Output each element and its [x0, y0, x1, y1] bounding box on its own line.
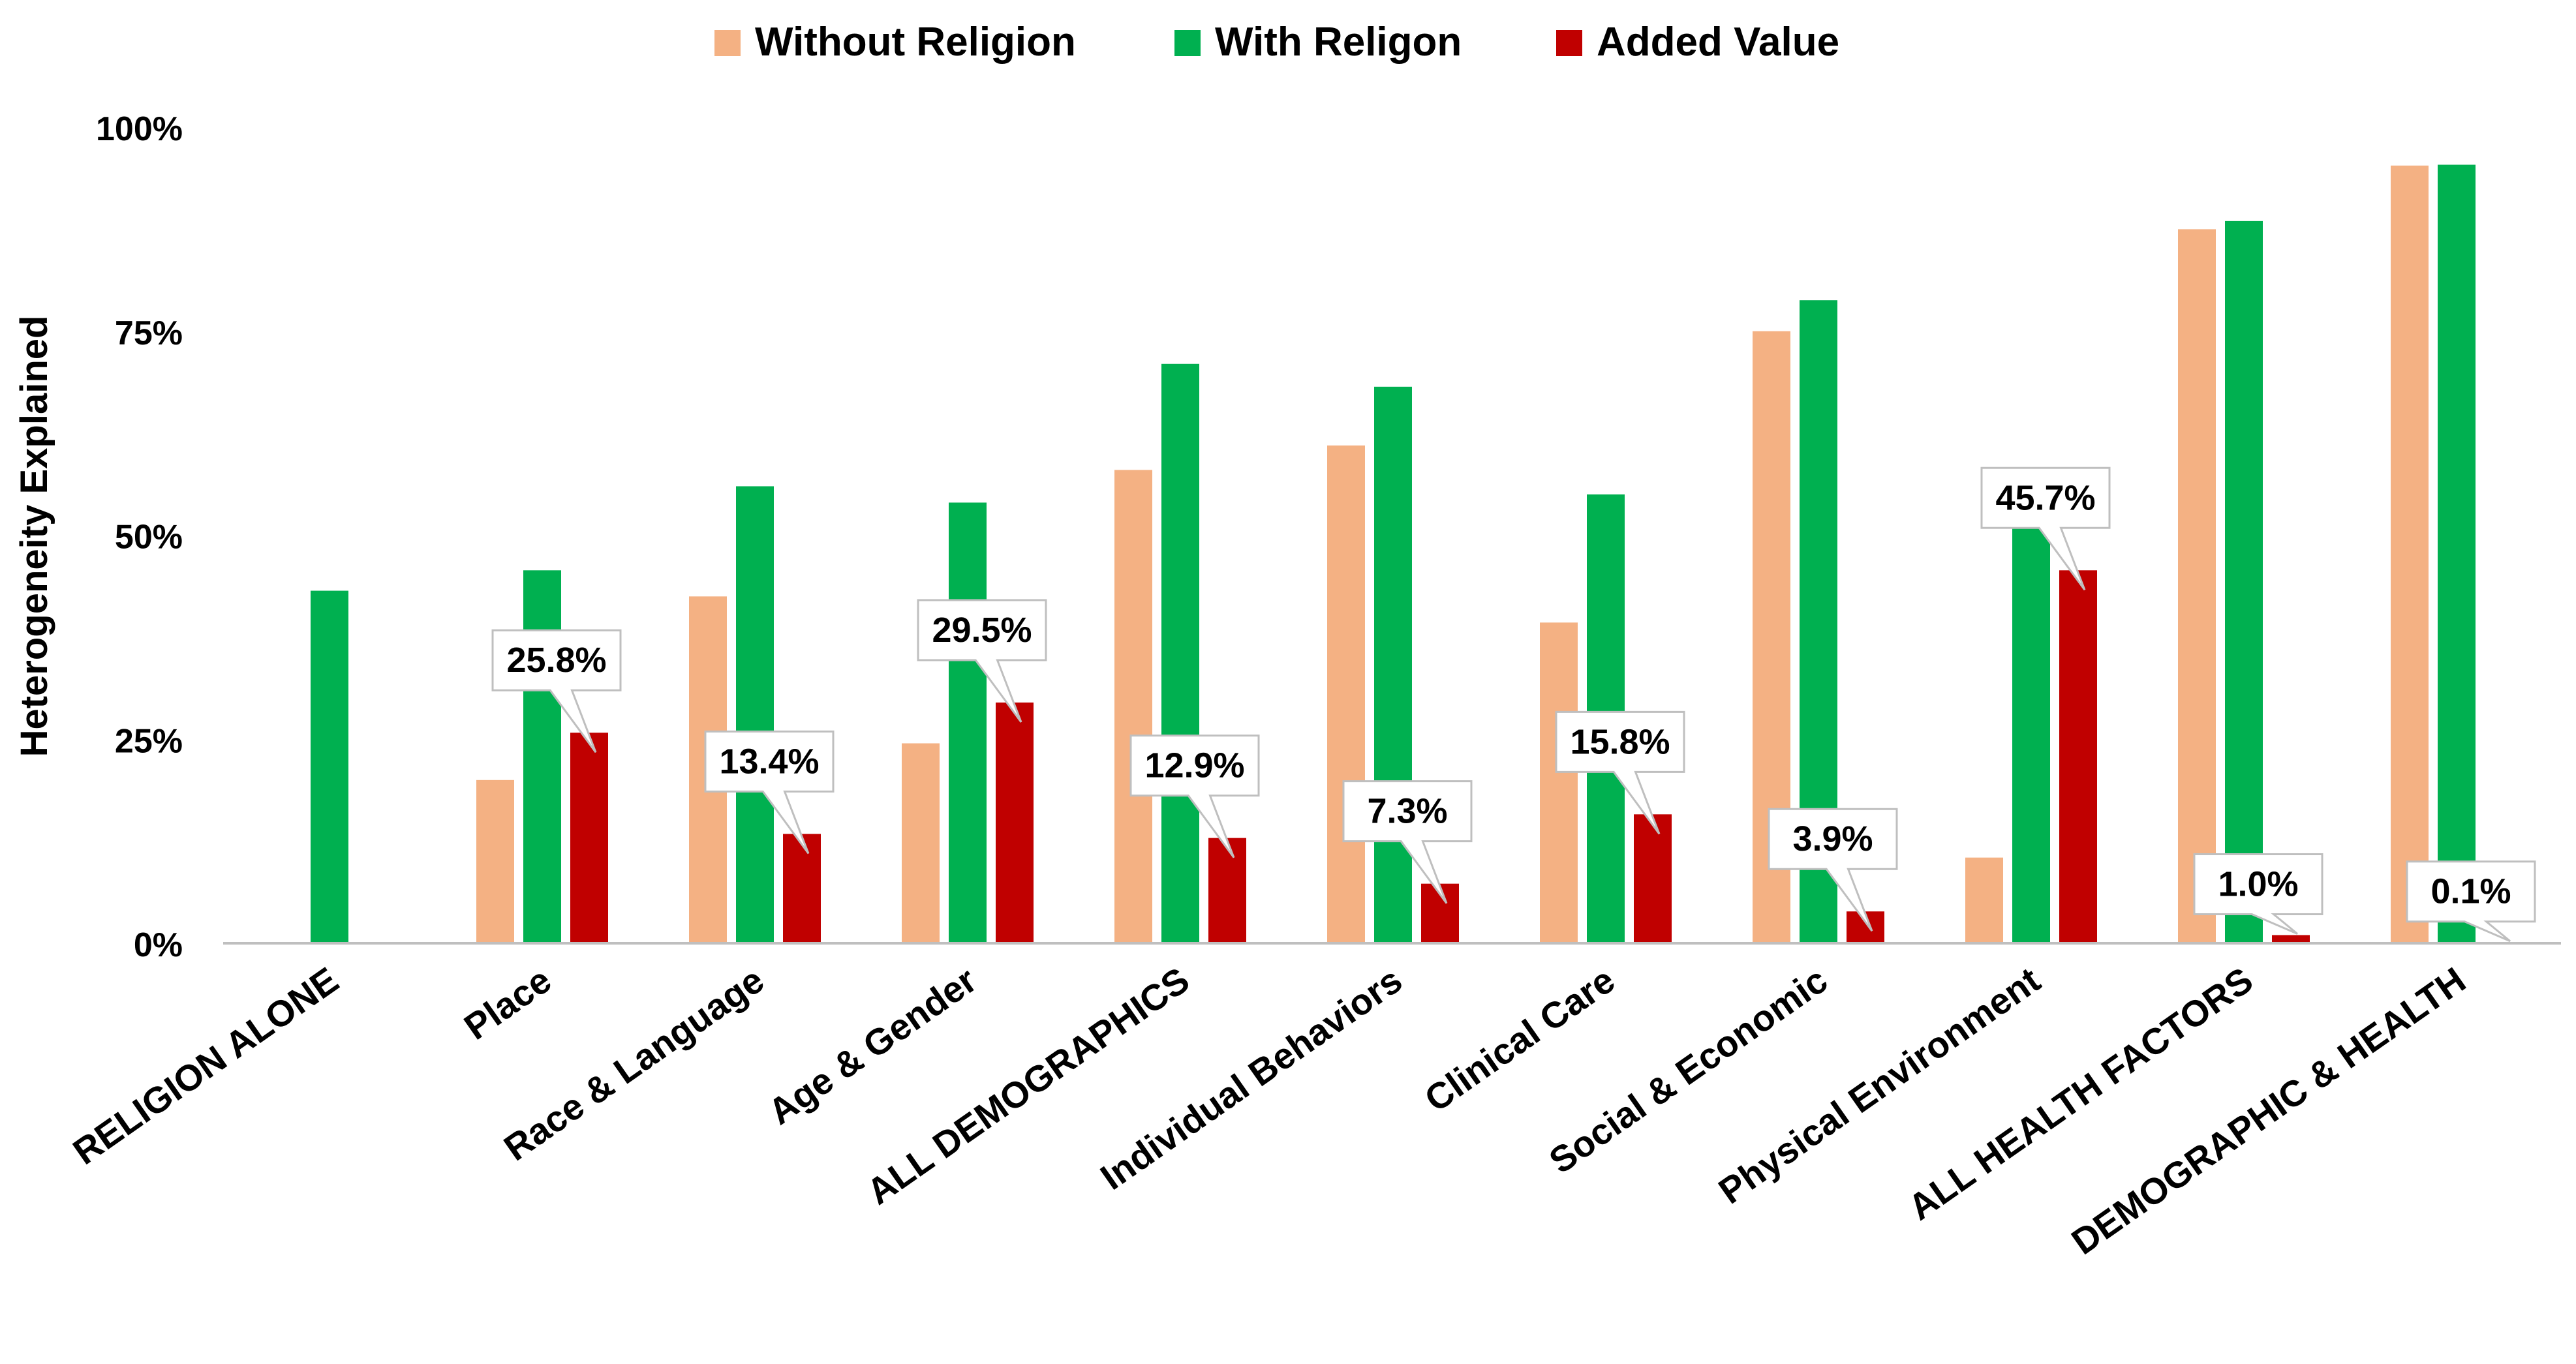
y-tick-label: 50% [115, 519, 183, 556]
bar-with-religon [736, 486, 774, 943]
bar-with-religon [2438, 164, 2476, 943]
callout-label: 1.0% [2218, 864, 2298, 903]
added-value-callout: 29.5% [917, 599, 1047, 723]
bar-without-religion [2391, 165, 2429, 943]
callout-label: 45.7% [1995, 478, 2095, 517]
bar-added-value [1208, 838, 1246, 943]
x-tick-label: Age & Gender [761, 959, 984, 1132]
x-tick-label: Place [457, 959, 559, 1048]
callout-box [1129, 735, 1260, 858]
added-value-callout: 12.9% [1129, 735, 1260, 858]
bar-with-religon [1374, 386, 1412, 943]
callout-box [1555, 710, 1685, 835]
y-tick-label: 25% [115, 722, 183, 760]
callout-label: 0.1% [2430, 872, 2511, 911]
bar-without-religion [1327, 445, 1365, 943]
callout-box [1980, 466, 2111, 591]
callout-box [491, 629, 622, 753]
callout-box [2193, 853, 2323, 935]
bar-added-value [783, 834, 821, 943]
bar-added-value [570, 733, 608, 943]
callout-label: 12.9% [1144, 746, 1244, 785]
legend: Without Religion With Religon Added Value [714, 20, 1839, 65]
bar-without-religion [2178, 229, 2216, 943]
bar-added-value [2272, 935, 2310, 943]
bar-added-value [2059, 570, 2097, 943]
x-tick-label: Clinical Care [1417, 959, 1622, 1119]
bar-with-religon [1161, 363, 1199, 943]
bar-without-religion [476, 780, 514, 943]
callout-label: 29.5% [932, 611, 1032, 650]
bar-without-religion [902, 743, 940, 943]
data-labels: 25.8% 13.4% 29.5% 12.9% 7.3% 15.8% 3.9% 45.7% 1.… [491, 466, 2536, 943]
callout-box [1342, 780, 1473, 904]
bar-with-religon [311, 590, 348, 943]
added-value-callout: 0.1% [2406, 860, 2536, 943]
y-tick-label: 0% [134, 926, 183, 964]
y-tick-label: 75% [115, 314, 183, 352]
x-tick-label: RELIGION ALONE [65, 959, 345, 1172]
bars [311, 164, 2522, 943]
callout-label: 25.8% [506, 641, 606, 680]
legend-label: Added Value [1597, 20, 1839, 65]
added-value-callout: 45.7% [1980, 466, 2111, 591]
y-axis-label: Heterogeneity Explained [13, 316, 55, 757]
y-axis-ticks: 0% 25% 50% 75% 100% [96, 110, 183, 964]
callout-box [704, 730, 835, 855]
added-value-callout: 13.4% [704, 730, 835, 855]
added-value-callout: 7.3% [1342, 780, 1473, 904]
added-value-callout: 3.9% [1768, 808, 1898, 932]
callout-box [2406, 860, 2536, 943]
callout-label: 3.9% [1792, 819, 1873, 858]
added-value-callout: 15.8% [1555, 710, 1685, 835]
bar-with-religon [523, 570, 561, 943]
callout-label: 15.8% [1570, 722, 1670, 761]
callout-box [1768, 808, 1898, 932]
bar-added-value [1634, 814, 1672, 943]
bar-added-value [996, 702, 1034, 943]
callout-label: 13.4% [719, 742, 819, 781]
bar-without-religion [1540, 622, 1578, 943]
bar-with-religon [949, 502, 987, 943]
callout-box [917, 599, 1047, 723]
legend-label: With Religon [1215, 20, 1462, 65]
bar-with-religon [2012, 484, 2050, 943]
bar-without-religion [1114, 470, 1152, 943]
y-tick-label: 100% [96, 110, 183, 148]
bar-without-religion [1965, 857, 2003, 943]
bar-with-religon [2225, 220, 2263, 943]
legend-label: Without Religion [755, 20, 1076, 65]
legend-swatch [1556, 30, 1582, 56]
callout-label: 7.3% [1367, 792, 1447, 831]
legend-swatch [714, 30, 741, 56]
x-tick-label: ALL HEALTH FACTORS [1901, 959, 2260, 1228]
added-value-callout: 25.8% [491, 629, 622, 753]
x-tick-label: DEMOGRAPHIC & HEALTH [2064, 959, 2473, 1262]
added-value-callout: 1.0% [2193, 853, 2323, 935]
legend-swatch [1174, 30, 1201, 56]
